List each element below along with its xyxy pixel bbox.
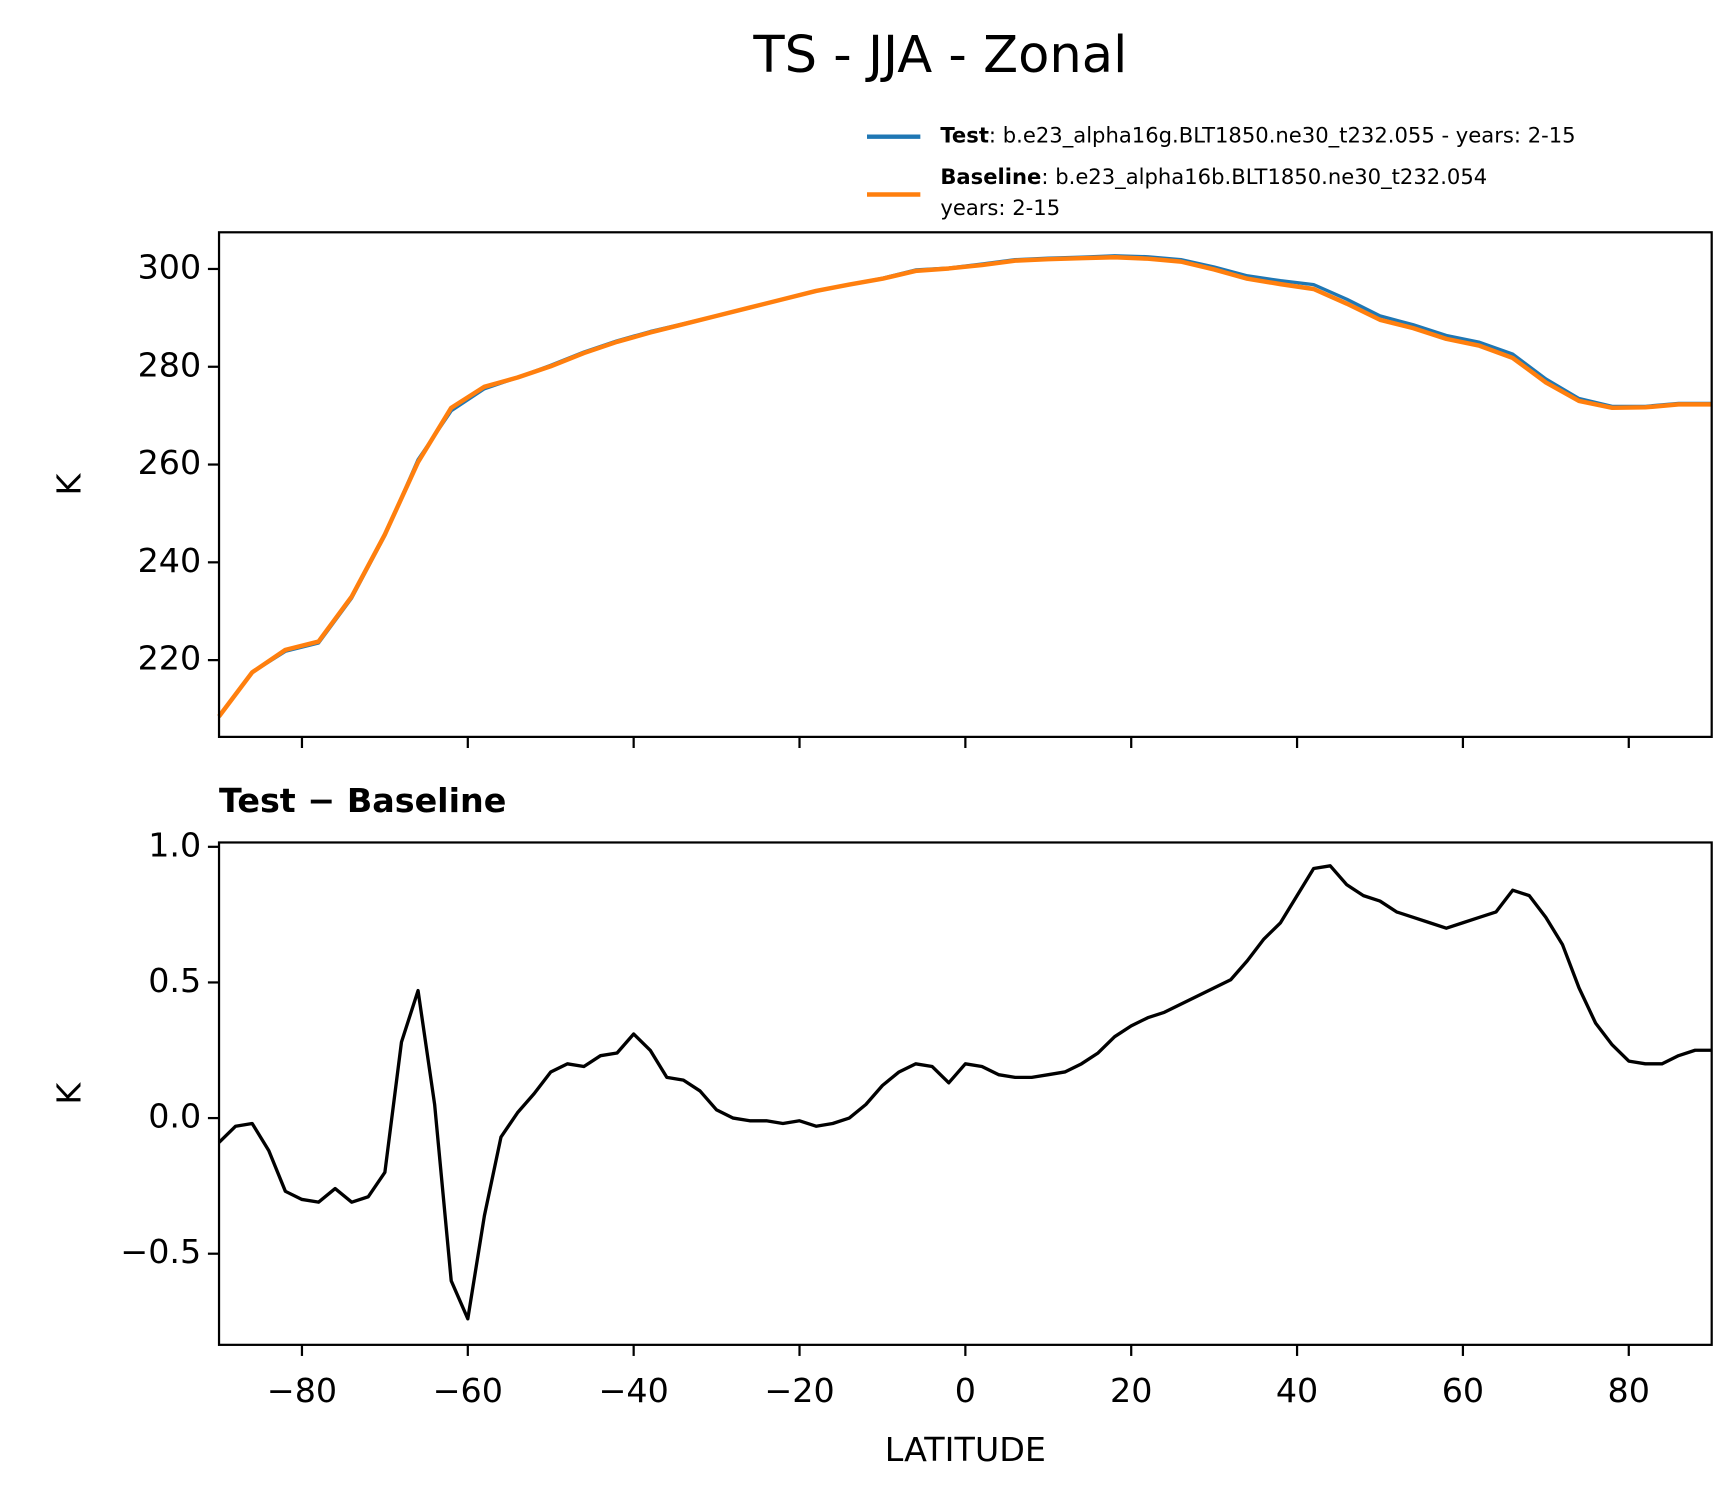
chart-title: TS - JJA - Zonal	[752, 26, 1127, 85]
legend-label: Test: b.e23_alpha16g.BLT1850.ne30_t232.0…	[940, 123, 1575, 149]
y-tick-label: 220	[138, 639, 202, 678]
y-tick-label: 0.5	[148, 961, 201, 1000]
y-tick-label: 300	[138, 247, 202, 286]
axes-frame	[217, 841, 1713, 1346]
x-tick-label: −40	[598, 1371, 668, 1410]
axes-frame	[217, 231, 1713, 738]
legend-detail: : b.e23_alpha16b.BLT1850.ne30_t232.054	[1041, 164, 1487, 190]
x-tick-label: 40	[1276, 1371, 1318, 1410]
y-axis-label: K	[50, 473, 89, 496]
panel-title: Test − Baseline	[219, 781, 506, 820]
x-tick-label: −60	[433, 1371, 503, 1410]
x-tick-label: 0	[955, 1371, 976, 1410]
y-tick-label: 1.0	[148, 825, 201, 864]
legend-detail: : b.e23_alpha16g.BLT1850.ne30_t232.055 -…	[989, 123, 1576, 149]
legend-name: Baseline	[940, 164, 1041, 189]
data-line	[217, 864, 1712, 1321]
y-tick-label: 0.0	[148, 1097, 201, 1136]
y-tick-label: 260	[138, 443, 202, 482]
x-tick-label: −80	[267, 1371, 337, 1410]
legend-detail: years: 2-15	[940, 195, 1060, 220]
legend-label: Baseline: b.e23_alpha16b.BLT1850.ne30_t2…	[940, 164, 1487, 190]
data-line	[217, 255, 1712, 718]
data-line	[217, 254, 1712, 718]
y-axis-label: K	[50, 1082, 89, 1105]
x-tick-label: 20	[1110, 1371, 1152, 1410]
x-tick-label: 80	[1608, 1371, 1650, 1410]
x-tick-label: 60	[1442, 1371, 1484, 1410]
x-tick-label: −20	[764, 1371, 834, 1410]
y-tick-label: 280	[138, 345, 202, 384]
y-tick-label: 240	[138, 541, 202, 580]
legend-name: Test	[940, 123, 989, 148]
x-axis-label: LATITUDE	[885, 1430, 1046, 1469]
y-tick-label: −0.5	[120, 1232, 201, 1271]
